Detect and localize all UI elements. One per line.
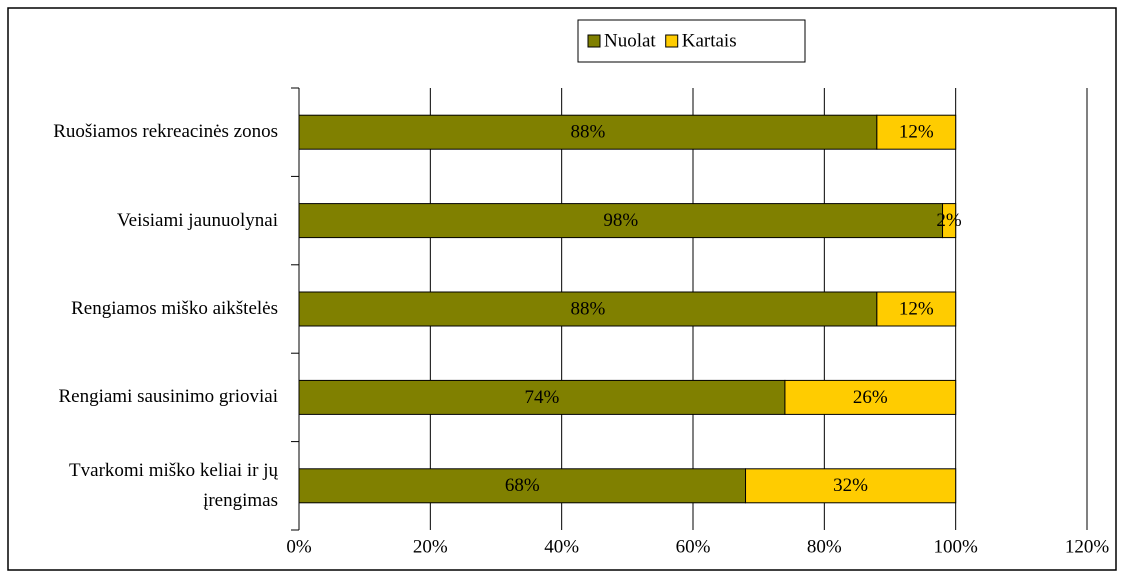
legend-swatch: [587, 34, 601, 48]
bar-segment: [298, 291, 878, 327]
data-label: 26%: [853, 387, 888, 408]
y-tick-label: Veisiami jaunuolynai: [117, 209, 278, 231]
data-label: 12%: [899, 122, 934, 143]
data-label: 2%: [936, 210, 962, 231]
bar-segment: [298, 114, 878, 150]
x-tick-label: 0%: [286, 536, 312, 557]
y-tick-label: Rengiami sausinimo grioviai: [58, 386, 278, 408]
x-tick-label: 20%: [413, 536, 448, 557]
bar-segment: [298, 203, 944, 239]
bar-segment: [876, 114, 957, 150]
frame: [7, 7, 1117, 571]
data-label: 68%: [505, 475, 540, 496]
data-label: 98%: [603, 210, 638, 231]
x-tick-label: 80%: [807, 536, 842, 557]
data-label: 74%: [525, 387, 560, 408]
data-label: 12%: [899, 298, 934, 319]
x-tick-label: 40%: [544, 536, 579, 557]
x-tick-label: 60%: [676, 536, 711, 557]
bar-segment: [298, 468, 747, 504]
y-tick-label: Tvarkomi miško keliai ir jų įrengimas: [69, 459, 278, 511]
y-tick-label: Rengiamos miško aikštelės: [71, 298, 278, 319]
legend-box: [577, 19, 806, 63]
legend-label: Kartais: [682, 30, 737, 51]
bar-segment: [876, 291, 957, 327]
bar-segment: [745, 468, 957, 504]
bar-segment: [784, 379, 957, 415]
data-label: 32%: [833, 475, 868, 496]
data-label: 88%: [571, 298, 606, 319]
x-tick-label: 100%: [934, 536, 979, 557]
bar-segment: [942, 203, 957, 239]
data-label: 88%: [571, 122, 606, 143]
x-tick-label: 120%: [1065, 536, 1110, 557]
legend-swatch: [665, 34, 679, 48]
legend-label: Nuolat: [604, 30, 656, 51]
y-tick-label: Ruošiamos rekreacinės zonos: [53, 121, 278, 143]
